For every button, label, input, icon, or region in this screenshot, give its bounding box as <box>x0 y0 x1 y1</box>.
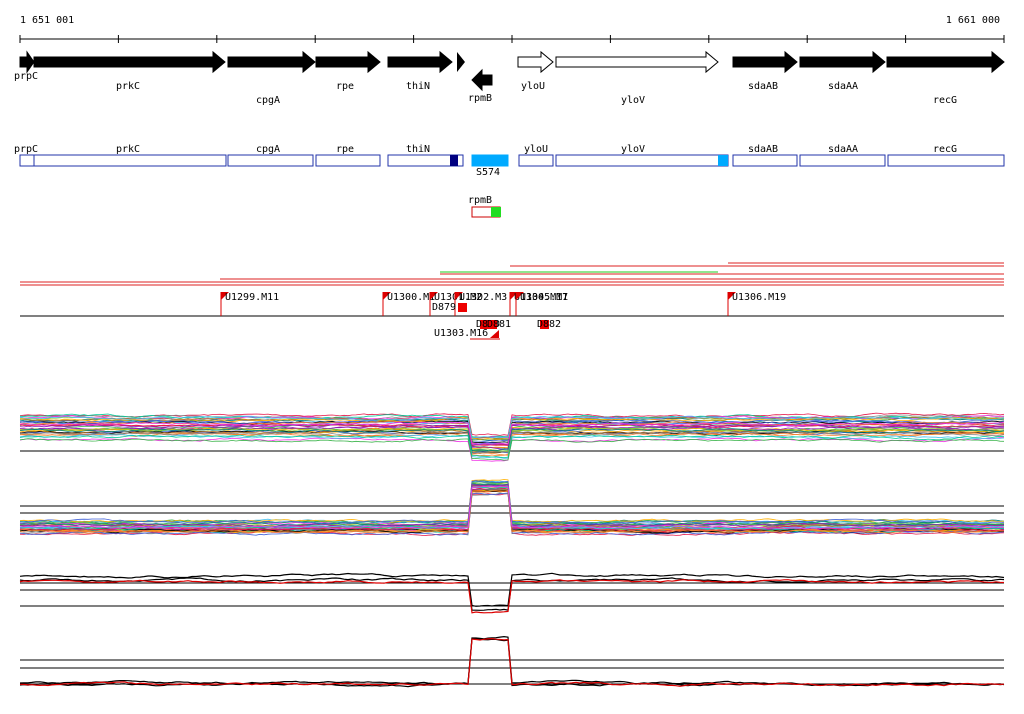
gene-arrow <box>517 50 554 74</box>
gene-label: prkC <box>116 81 140 92</box>
signal-line <box>19 479 1005 523</box>
gene-label: sdaAA <box>828 81 858 92</box>
signal-line <box>19 637 1005 687</box>
annotation-part <box>718 155 728 166</box>
annotation-box <box>387 154 464 167</box>
gene-arrow <box>555 50 719 74</box>
gene-arrow <box>315 50 381 74</box>
marker-flag <box>383 292 391 300</box>
signal-line <box>19 579 1005 614</box>
annotation-label: prpC <box>14 144 38 155</box>
annotation-box <box>518 154 554 167</box>
gene-label: recG <box>933 95 957 106</box>
annotation-box <box>227 154 314 167</box>
gene-label: rpe <box>336 81 354 92</box>
annotation-label: thiN <box>406 144 430 155</box>
signal-line <box>19 438 1005 461</box>
marker-label: U1306.M19 <box>732 292 786 303</box>
gene-arrow <box>732 50 798 74</box>
annotation-label: sdaAA <box>828 144 858 155</box>
marker-label: U1299.M11 <box>225 292 279 303</box>
annotation-box <box>799 154 886 167</box>
signal-line <box>19 489 1005 534</box>
ruler-end: 1 661 000 <box>946 15 1000 26</box>
annotation-box <box>33 154 227 167</box>
annotation-label: yloU <box>524 144 548 155</box>
probe-box <box>488 320 497 329</box>
annotation-label: rpe <box>336 144 354 155</box>
gene-arrow <box>33 50 226 74</box>
marker-flag <box>221 292 229 300</box>
annotation-box <box>471 154 509 167</box>
marker-flag <box>430 292 438 300</box>
gene-label: thiN <box>406 81 430 92</box>
annotation-box <box>732 154 798 167</box>
annotation-label: recG <box>933 144 957 155</box>
gene-label: sdaAB <box>748 81 778 92</box>
signal-line <box>19 431 1005 454</box>
signal-line <box>19 485 1005 530</box>
gene-arrow <box>886 50 1005 74</box>
marker-label: U1302.M3 <box>459 292 507 303</box>
marker-label: U1304.M17 <box>514 292 568 303</box>
signal-line <box>19 492 1005 536</box>
signal-line <box>19 480 1005 525</box>
gene-arrow <box>799 50 886 74</box>
annotation-label: S574 <box>476 167 500 178</box>
probe-label: D879 <box>432 302 456 313</box>
marker-label: U1305.M1 <box>520 292 568 303</box>
gene-arrow <box>227 50 316 74</box>
annotation-part <box>450 155 458 166</box>
annotation-label: sdaAB <box>748 144 778 155</box>
ruler-start: 1 651 001 <box>20 15 74 26</box>
annotation-box <box>555 154 729 167</box>
gene-label: yloV <box>621 95 645 106</box>
gene-arrow <box>471 68 493 92</box>
probe-box <box>540 320 549 329</box>
probe-label: D882 <box>537 319 561 330</box>
gene-label: prpC <box>14 71 38 82</box>
annotation-box <box>315 154 381 167</box>
annotation-label: rpmB <box>468 195 492 206</box>
gene-label: yloU <box>521 81 545 92</box>
gene-arrow <box>19 50 35 74</box>
signal-line <box>19 420 1004 444</box>
marker-label: U1303.M16 <box>434 328 488 339</box>
probe-box <box>480 320 489 329</box>
annotation-label: prkC <box>116 144 140 155</box>
marker-flag <box>516 292 524 300</box>
signal-line <box>19 415 1005 439</box>
signal-line <box>19 572 1005 607</box>
signal-line <box>19 421 1005 445</box>
probe-label: D881 <box>487 319 511 330</box>
gene-arrow <box>387 50 453 74</box>
annotation-box <box>19 154 35 167</box>
annotation-box <box>887 154 1005 167</box>
signal-line <box>19 428 1005 452</box>
gene-label: cpgA <box>256 95 280 106</box>
marker-label: U1300.M1 <box>387 292 435 303</box>
marker-label: U1301.M2 <box>434 292 482 303</box>
marker-flag <box>490 330 499 338</box>
gene-label: rpmB <box>468 93 492 104</box>
signal-line <box>19 434 1005 459</box>
marker-flag <box>728 292 736 300</box>
gene-arrow <box>457 52 465 72</box>
annotation-part <box>491 207 501 217</box>
annotation-label: cpgA <box>256 144 280 155</box>
marker-flag <box>455 292 463 300</box>
probe-box <box>458 303 467 312</box>
annotation-label: yloV <box>621 144 645 155</box>
